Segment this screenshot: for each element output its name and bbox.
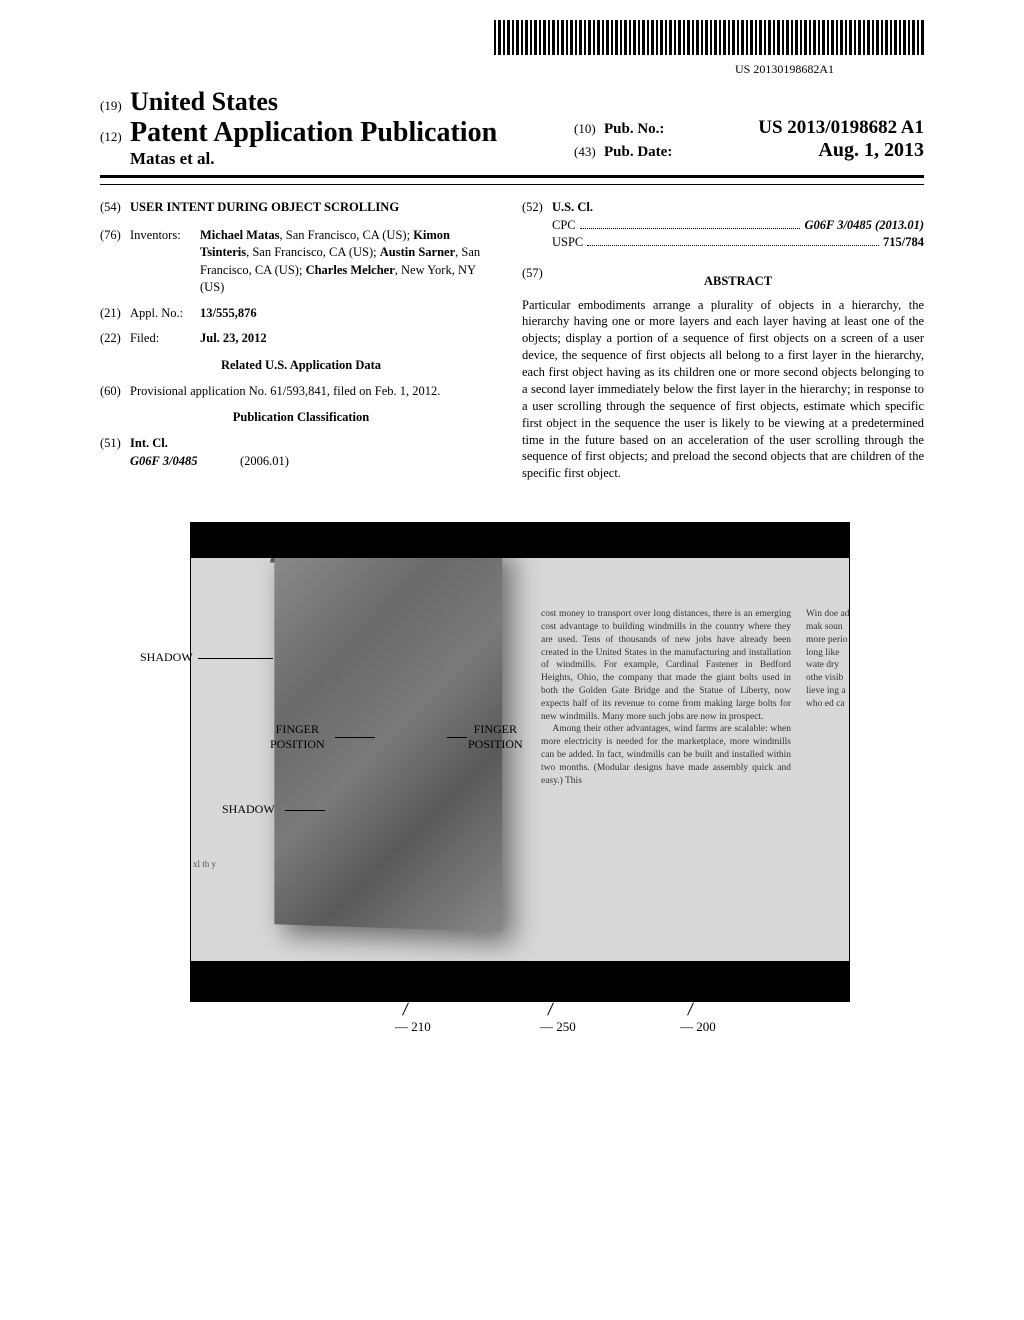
barcode-area: US 20130198682A1 xyxy=(100,20,924,77)
fig-text-fragment-left: xl th y xyxy=(193,858,216,872)
ref-tick xyxy=(402,1003,409,1016)
ann-line xyxy=(285,810,325,811)
field-54: (54) xyxy=(100,199,130,217)
ann-line xyxy=(447,737,467,738)
ann-finger-right: FINGERPOSITION xyxy=(468,722,523,752)
appl-label: Appl. No.: xyxy=(130,305,200,323)
us-cl-label: U.S. Cl. xyxy=(552,199,924,217)
divider-thin xyxy=(100,184,924,185)
doc-type: Patent Application Publication xyxy=(130,117,497,149)
pub-date-label: Pub. Date: xyxy=(604,144,672,161)
ref-200: — 200 xyxy=(680,1019,716,1035)
filed-date: Jul. 23, 2012 xyxy=(200,330,267,348)
uspc-label: USPC xyxy=(552,234,583,252)
filed-label: Filed: xyxy=(130,330,200,348)
classification-heading: Publication Classification xyxy=(100,410,502,425)
ref-250: — 250 xyxy=(540,1019,576,1035)
title: USER INTENT DURING OBJECT SCROLLING xyxy=(130,199,399,217)
field-10: (10) xyxy=(574,121,604,137)
abstract-text: Particular embodiments arrange a plurali… xyxy=(522,297,924,483)
dots xyxy=(580,228,801,229)
biblio-columns: (54) USER INTENT DURING OBJECT SCROLLING… xyxy=(100,199,924,482)
abstract-heading: ABSTRACT xyxy=(552,274,924,289)
fig-black-bottom xyxy=(191,961,849,1001)
ref-tick xyxy=(547,1003,554,1016)
ann-finger-left: FINGERPOSITION xyxy=(270,722,325,752)
left-column: (54) USER INTENT DURING OBJECT SCROLLING… xyxy=(100,199,502,482)
pub-date: Aug. 1, 2013 xyxy=(818,139,924,162)
cpc-value: G06F 3/0485 (2013.01) xyxy=(804,217,924,235)
field-12: (12) xyxy=(100,129,130,145)
pub-no-label: Pub. No.: xyxy=(604,121,664,138)
ann-shadow-bottom: SHADOW xyxy=(222,802,275,817)
pub-no: US 2013/0198682 A1 xyxy=(758,117,924,139)
dots xyxy=(587,245,879,246)
appl-no: 13/555,876 xyxy=(200,305,257,323)
related-heading: Related U.S. Application Data xyxy=(100,358,502,373)
header-section: (19) United States (12) Patent Applicati… xyxy=(100,87,924,169)
barcode-text: US 20130198682A1 xyxy=(100,62,924,77)
int-cl-code: G06F 3/0485 xyxy=(130,453,240,471)
fig-black-top xyxy=(191,523,849,558)
inventors-list: Michael Matas, San Francisco, CA (US); K… xyxy=(200,227,502,297)
divider-thick xyxy=(100,175,924,178)
fig-text-p2: Among their other advantages, wind farms… xyxy=(541,724,791,785)
field-76: (76) xyxy=(100,227,130,297)
field-57: (57) xyxy=(522,266,552,297)
int-cl-label: Int. Cl. xyxy=(130,435,502,453)
barcode-graphic xyxy=(494,20,924,55)
field-60: (60) xyxy=(100,383,130,401)
figure-frame: cost money to transport over long distan… xyxy=(190,522,850,1002)
ann-line xyxy=(335,737,375,738)
uspc-value: 715/784 xyxy=(883,234,924,252)
ann-shadow-top: SHADOW xyxy=(140,650,193,665)
inventors-label: Inventors: xyxy=(130,227,200,297)
right-column: (52) U.S. Cl. CPC G06F 3/0485 (2013.01) … xyxy=(522,199,924,482)
fig-text-p1: cost money to transport over long distan… xyxy=(541,609,791,722)
field-19: (19) xyxy=(100,98,130,114)
ann-line xyxy=(198,658,273,659)
field-22: (22) xyxy=(100,330,130,348)
ref-tick xyxy=(687,1003,694,1016)
int-cl-date: (2006.01) xyxy=(240,453,289,471)
country: United States xyxy=(130,87,278,117)
inventors-short: Matas et al. xyxy=(130,149,574,169)
field-52: (52) xyxy=(522,199,552,252)
ref-210: — 210 xyxy=(395,1019,431,1035)
fig-text-fragment-right: Win doe adv mak soun more perio long lik… xyxy=(806,608,849,711)
field-21: (21) xyxy=(100,305,130,323)
fig-content: cost money to transport over long distan… xyxy=(191,558,849,961)
provisional-text: Provisional application No. 61/593,841, … xyxy=(130,383,502,401)
field-51: (51) xyxy=(100,435,130,470)
cpc-label: CPC xyxy=(552,217,576,235)
figure-area: cost money to transport over long distan… xyxy=(100,522,924,1092)
fig-text-column: cost money to transport over long distan… xyxy=(541,608,791,787)
field-43: (43) xyxy=(574,144,604,160)
